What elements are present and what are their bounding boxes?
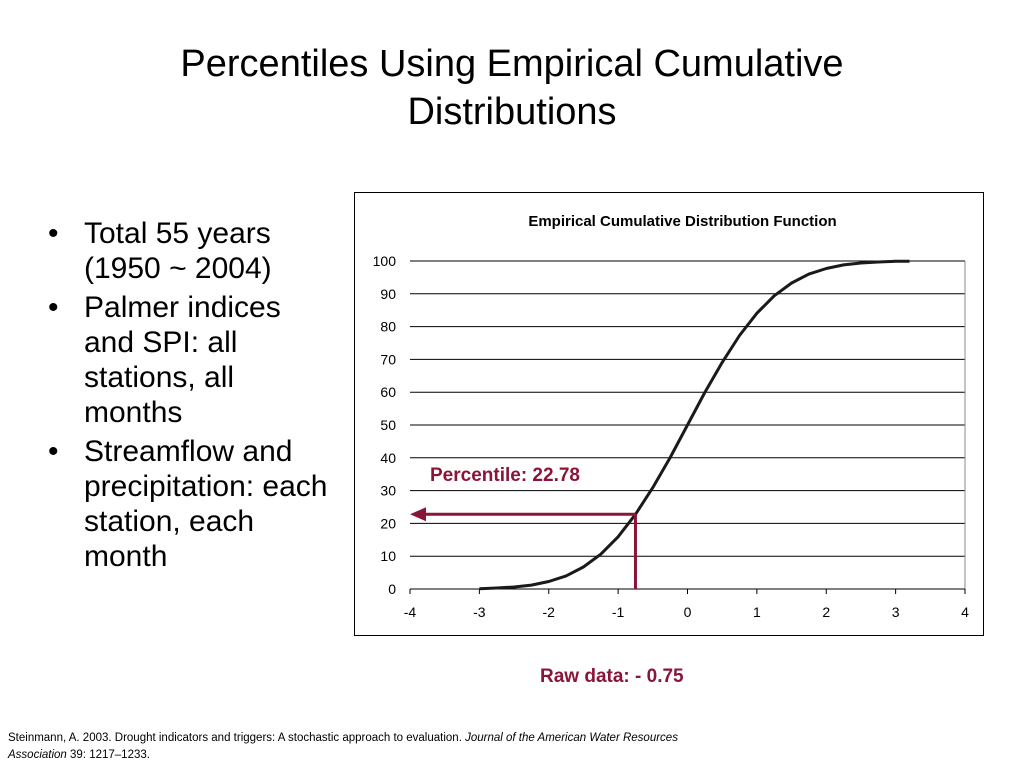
bullet-dot-icon: • — [48, 435, 59, 468]
bullet-dot-icon: • — [48, 217, 59, 250]
raw-data-label: Raw data: - 0.75 — [540, 666, 684, 687]
x-tick-label: -1 — [612, 604, 625, 620]
bullet-text: Palmer indices and SPI: all stations, al… — [84, 291, 281, 429]
bullet-list: • Total 55 years (1950 ~ 2004) • Palmer in… — [48, 216, 338, 578]
y-tick-label: 70 — [380, 351, 396, 367]
ecdf-chart: Empirical Cumulative Distribution Functi… — [373, 213, 969, 620]
slide-title: Percentiles Using Empirical Cumulative D… — [100, 40, 924, 136]
x-tick-label: 1 — [753, 604, 761, 620]
x-tick-label: -3 — [473, 604, 486, 620]
bullet-item: • Streamflow and precipitation: each stat… — [48, 434, 338, 574]
ecdf-line — [479, 259, 910, 591]
x-tick-label: 4 — [961, 604, 969, 620]
chart-title: Empirical Cumulative Distribution Functi… — [528, 213, 836, 230]
x-tick-label: 2 — [822, 604, 830, 620]
y-tick-label: 60 — [380, 384, 396, 400]
bullet-text: Streamflow and precipitation: each stati… — [84, 435, 328, 573]
bullet-item: • Palmer indices and SPI: all stations, a… — [48, 290, 338, 430]
y-tick-label: 20 — [380, 515, 396, 531]
citation-tail: 39: 1217–1233. — [66, 749, 150, 761]
chart-container: Empirical Cumulative Distribution Functi… — [354, 192, 984, 636]
y-tick-label: 100 — [373, 253, 397, 269]
y-tick-label: 80 — [380, 319, 396, 335]
y-tick-label: 10 — [380, 548, 396, 564]
y-tick-label: 0 — [388, 581, 396, 597]
bullet-item: • Total 55 years (1950 ~ 2004) — [48, 216, 338, 286]
slide-title-line-2: Distributions — [407, 91, 617, 133]
citation-text: Steinmann, A. 2003. Drought indicators a… — [8, 732, 466, 744]
x-tick-label: -2 — [543, 604, 556, 620]
percentile-arrowhead-icon — [410, 507, 426, 522]
y-tick-label: 40 — [380, 450, 396, 466]
y-tick-label: 30 — [380, 483, 396, 499]
citation: Steinmann, A. 2003. Drought indicators a… — [8, 730, 728, 764]
x-tick-label: -4 — [404, 604, 417, 620]
x-tick-label: 0 — [684, 604, 692, 620]
y-tick-label: 50 — [380, 417, 396, 433]
bullet-text: Total 55 years (1950 ~ 2004) — [84, 217, 272, 285]
bullet-dot-icon: • — [48, 291, 59, 324]
x-tick-label: 3 — [892, 604, 900, 620]
slide-title-line-1: Percentiles Using Empirical Cumulative — [180, 43, 844, 85]
y-tick-label: 90 — [380, 286, 396, 302]
percentile-label: Percentile: 22.78 — [430, 465, 580, 486]
citation-journal: Journal of the American Water Resources … — [8, 732, 678, 761]
